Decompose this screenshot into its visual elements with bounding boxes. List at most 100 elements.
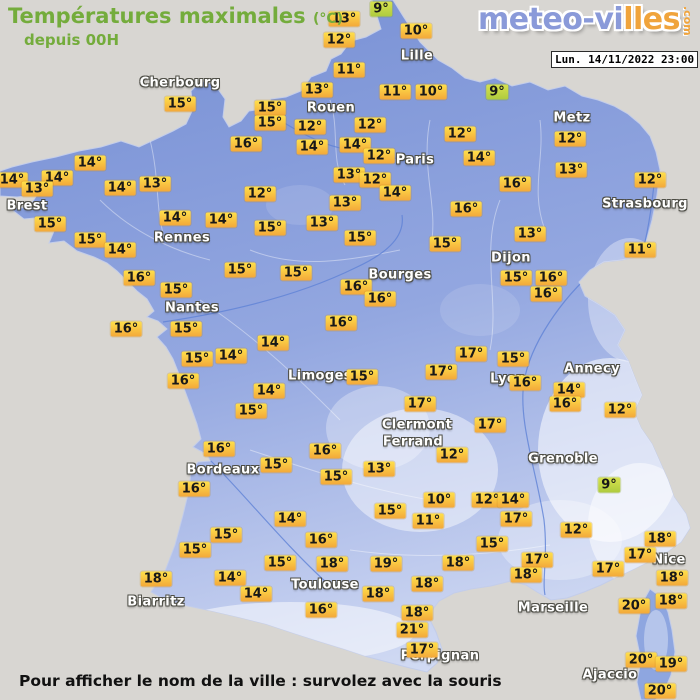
temp-label[interactable]: 14° [253, 383, 285, 399]
temp-label[interactable]: 15° [179, 542, 211, 558]
temp-label[interactable]: 15° [254, 220, 286, 236]
temp-label[interactable]: 16° [123, 270, 155, 286]
temp-label[interactable]: 15° [374, 503, 406, 519]
temp-label[interactable]: 15° [429, 236, 461, 252]
temp-label[interactable]: 15° [346, 369, 378, 385]
temp-label[interactable]: 16° [450, 201, 482, 217]
temp-label[interactable]: 15° [254, 100, 286, 116]
temp-label[interactable]: 14° [74, 155, 106, 171]
temp-label[interactable]: 15° [344, 230, 376, 246]
temp-label[interactable]: 17° [624, 547, 656, 563]
temp-label[interactable]: 15° [210, 527, 242, 543]
temp-label[interactable]: 14° [205, 212, 237, 228]
temp-label[interactable]: 15° [264, 555, 296, 571]
temp-label[interactable]: 15° [34, 216, 66, 232]
temp-label[interactable]: 17° [404, 396, 436, 412]
temp-label[interactable]: 14° [104, 180, 136, 196]
temp-label[interactable]: 15° [280, 265, 312, 281]
temp-label[interactable]: 17° [406, 642, 438, 658]
temp-label[interactable]: 14° [497, 492, 529, 508]
temp-label[interactable]: 13° [21, 181, 53, 197]
temp-label[interactable]: 18° [316, 556, 348, 572]
temp-label[interactable]: 12° [354, 117, 386, 133]
temp-label[interactable]: 15° [497, 351, 529, 367]
temp-label[interactable]: 12° [634, 172, 666, 188]
temp-label[interactable]: 11° [412, 513, 444, 529]
temp-label[interactable]: 13° [139, 176, 171, 192]
temp-label[interactable]: 18° [140, 571, 172, 587]
temp-label[interactable]: 14° [240, 586, 272, 602]
temp-label[interactable]: 18° [656, 570, 688, 586]
temp-label[interactable]: 16° [530, 286, 562, 302]
temp-label[interactable]: 13° [306, 215, 338, 231]
temp-label[interactable]: 15° [164, 96, 196, 112]
temp-label[interactable]: 10° [415, 84, 447, 100]
temp-label[interactable]: 13° [329, 195, 361, 211]
temp-label[interactable]: 11° [333, 62, 365, 78]
temp-label[interactable]: 16° [309, 443, 341, 459]
temp-label[interactable]: 15° [224, 262, 256, 278]
temp-label[interactable]: 15° [160, 282, 192, 298]
temp-label[interactable]: 16° [167, 373, 199, 389]
temp-label[interactable]: 18° [411, 576, 443, 592]
temp-label[interactable]: 12° [363, 148, 395, 164]
temp-label[interactable]: 19° [370, 556, 402, 572]
temp-label[interactable]: 12° [604, 402, 636, 418]
temp-label[interactable]: 18° [442, 555, 474, 571]
temp-label[interactable]: 14° [215, 348, 247, 364]
temp-label[interactable]: 13° [333, 167, 365, 183]
temp-label[interactable]: 10° [423, 492, 455, 508]
temp-label[interactable]: 12° [471, 492, 503, 508]
temp-label[interactable]: 10° [400, 23, 432, 39]
temp-label[interactable]: 12° [560, 522, 592, 538]
temp-label[interactable]: 17° [500, 511, 532, 527]
temp-label[interactable]: 17° [521, 552, 553, 568]
temp-label[interactable]: 11° [624, 242, 656, 258]
temp-label[interactable]: 16° [230, 136, 262, 152]
temp-label[interactable]: 16° [549, 396, 581, 412]
temp-label[interactable]: 15° [254, 115, 286, 131]
temp-label[interactable]: 17° [455, 346, 487, 362]
temp-label[interactable]: 16° [509, 375, 541, 391]
temp-label[interactable]: 16° [535, 270, 567, 286]
temp-label[interactable]: 16° [499, 176, 531, 192]
temp-label[interactable]: 14° [463, 150, 495, 166]
temp-label[interactable]: 13° [555, 162, 587, 178]
temp-label[interactable]: 16° [364, 291, 396, 307]
temp-label[interactable]: 20° [625, 652, 657, 668]
temp-label[interactable]: 17° [592, 561, 624, 577]
temp-label[interactable]: 15° [320, 469, 352, 485]
temp-label[interactable]: 12° [359, 172, 391, 188]
temp-label[interactable]: 14° [257, 335, 289, 351]
temp-label[interactable]: 16° [340, 279, 372, 295]
temp-label[interactable]: 15° [260, 457, 292, 473]
temp-label[interactable]: 14° [274, 511, 306, 527]
temp-label[interactable]: 15° [235, 403, 267, 419]
temp-label[interactable]: 14° [104, 242, 136, 258]
temp-label[interactable]: 19° [655, 656, 687, 672]
temp-label[interactable]: 15° [476, 536, 508, 552]
temp-label[interactable]: 14° [296, 139, 328, 155]
temp-label[interactable]: 9° [598, 477, 620, 493]
temp-label[interactable]: 14° [0, 172, 28, 188]
temp-label[interactable]: 12° [294, 119, 326, 135]
temp-label[interactable]: 15° [181, 351, 213, 367]
temp-label[interactable]: 15° [500, 270, 532, 286]
temp-label[interactable]: 18° [510, 567, 542, 583]
temp-label[interactable]: 12° [323, 32, 355, 48]
temp-label[interactable]: 21° [396, 622, 428, 638]
temp-label[interactable]: 18° [644, 531, 676, 547]
temp-label[interactable]: 16° [203, 441, 235, 457]
temp-label[interactable]: 15° [170, 321, 202, 337]
temp-label[interactable]: 13° [301, 82, 333, 98]
temp-label[interactable]: 12° [444, 126, 476, 142]
temp-label[interactable]: 12° [244, 186, 276, 202]
temp-label[interactable]: 16° [110, 321, 142, 337]
temp-label[interactable]: 16° [305, 532, 337, 548]
site-logo[interactable]: meteo-vi lles .com [478, 2, 694, 37]
temp-label[interactable]: 20° [644, 683, 676, 699]
temp-label[interactable]: 12° [554, 131, 586, 147]
temp-label[interactable]: 14° [379, 185, 411, 201]
temp-label[interactable]: 14° [159, 210, 191, 226]
temp-label[interactable]: 17° [425, 364, 457, 380]
